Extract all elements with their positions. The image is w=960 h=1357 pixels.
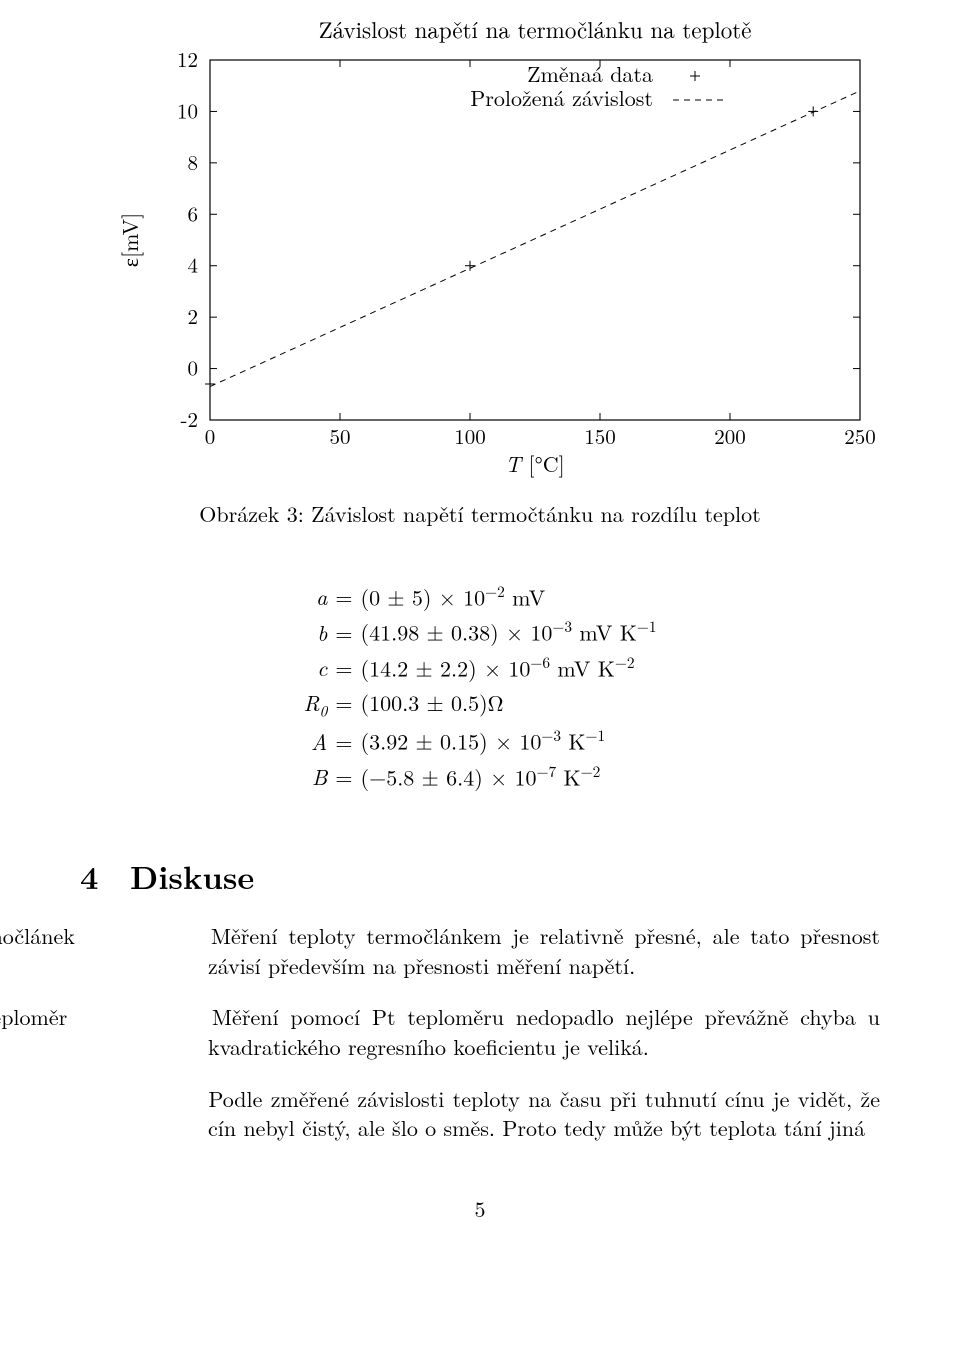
- thermocouple-chart: Závislost napětí na termočlánku na teplo…: [80, 20, 880, 490]
- svg-text:ε[mV]: ε[mV]: [114, 213, 145, 267]
- equations-block: a=(0 ± 5) × 10−2 mVb=(41.98 ± 0.38) × 10…: [80, 579, 880, 794]
- svg-text:6: 6: [188, 198, 199, 228]
- equation-lhs: R0: [299, 685, 331, 723]
- svg-text:4: 4: [188, 250, 199, 280]
- svg-text:Proložená závislost: Proložená závislost: [470, 82, 653, 113]
- equation-row: a=(0 ± 5) × 10−2 mV: [299, 579, 660, 614]
- section-title: Diskuse: [130, 854, 254, 899]
- equation-row: B=(−5.8 ± 6.4) × 10−7 K−2: [299, 759, 660, 794]
- svg-text:50: 50: [330, 421, 351, 451]
- equation-eq: =: [331, 650, 356, 685]
- equation-eq: =: [331, 723, 356, 758]
- equation-lhs: A: [299, 723, 331, 758]
- discussion-text: Podle změřené závislosti teploty na času…: [208, 1083, 880, 1144]
- discussion-term: Termočlánek: [80, 921, 200, 951]
- chart-svg: Závislost napětí na termočlánku na teplo…: [80, 20, 880, 490]
- discussion-term: Pt teploměr: [80, 1002, 200, 1032]
- svg-text:0: 0: [205, 421, 216, 451]
- svg-text:T [°C]: T [°C]: [505, 448, 564, 479]
- section-heading: 4Diskuse: [80, 854, 880, 899]
- svg-text:10: 10: [177, 95, 198, 125]
- equation-row: c=(14.2 ± 2.2) × 10−6 mV K−2: [299, 650, 660, 685]
- equation-lhs: c: [299, 650, 331, 685]
- svg-text:2: 2: [188, 301, 199, 331]
- svg-text:8: 8: [188, 147, 199, 177]
- svg-text:250: 250: [844, 421, 876, 451]
- equation-rhs: (14.2 ± 2.2) × 10−6 mV K−2: [357, 650, 661, 685]
- discussion-text: Měření teploty termočlánkem je relativně…: [208, 920, 880, 981]
- discussion-item: Pt teploměr Měření pomocí Pt teploměru n…: [80, 1002, 880, 1061]
- section-number: 4: [80, 854, 130, 899]
- equation-row: A=(3.92 ± 0.15) × 10−3 K−1: [299, 723, 660, 758]
- svg-text:150: 150: [584, 421, 616, 451]
- discussion-item: Cín Podle změřené závislosti teploty na …: [80, 1084, 880, 1143]
- equation-rhs: (3.92 ± 0.15) × 10−3 K−1: [357, 723, 661, 758]
- svg-text:Závislost napětí na termočlánk: Závislost napětí na termočlánku na teplo…: [319, 20, 752, 45]
- equation-eq: =: [331, 579, 356, 614]
- equation-rhs: (0 ± 5) × 10−2 mV: [357, 579, 661, 614]
- equation-lhs: b: [299, 614, 331, 649]
- svg-text:100: 100: [454, 421, 486, 451]
- svg-text:12: 12: [177, 44, 198, 74]
- equation-rhs: (100.3 ± 0.5)Ω: [357, 685, 661, 723]
- equation-row: b=(41.98 ± 0.38) × 10−3 mV K−1: [299, 614, 660, 649]
- page-number: 5: [80, 1193, 880, 1224]
- equation-eq: =: [331, 685, 356, 723]
- equation-row: R0=(100.3 ± 0.5)Ω: [299, 685, 660, 723]
- equation-lhs: a: [299, 579, 331, 614]
- equation-eq: =: [331, 614, 356, 649]
- equation-rhs: (41.98 ± 0.38) × 10−3 mV K−1: [357, 614, 661, 649]
- svg-text:-2: -2: [181, 404, 199, 434]
- discussion-list: Termočlánek Měření teploty termočlánkem …: [80, 921, 880, 1143]
- discussion-item: Termočlánek Měření teploty termočlánkem …: [80, 921, 880, 980]
- equation-rhs: (−5.8 ± 6.4) × 10−7 K−2: [357, 759, 661, 794]
- equation-eq: =: [331, 759, 356, 794]
- svg-text:0: 0: [188, 353, 199, 383]
- equation-lhs: B: [299, 759, 331, 794]
- discussion-term: Cín: [80, 1084, 200, 1114]
- svg-text:200: 200: [714, 421, 746, 451]
- figure-caption: Obrázek 3: Závislost napětí termočtánku …: [80, 498, 880, 529]
- discussion-text: Měření pomocí Pt teploměru nedopadlo nej…: [208, 1001, 880, 1062]
